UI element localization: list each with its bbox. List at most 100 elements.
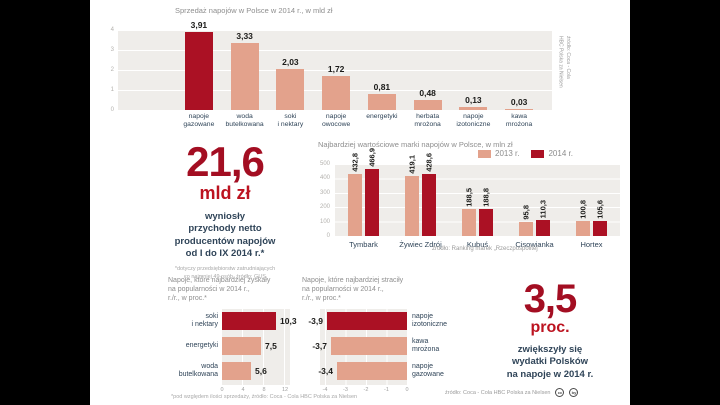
brand-bar-2014 [365, 169, 379, 236]
sales-chart-source-vertical: źródło: Coca - Cola HBC Polska za Nielse… [556, 36, 572, 128]
brand-group: 188,5 188,8 Kubuś [449, 164, 506, 249]
sales-bar [322, 76, 351, 110]
brand-name: Żywiec Zdrój [399, 240, 442, 249]
sales-bar-label-line: kawa [511, 113, 528, 120]
brand-bar-2014 [536, 220, 550, 236]
sales-bar-label: kawa mrożona [484, 113, 554, 129]
losses-category-line: kawa [412, 338, 429, 345]
gains-xtick: 4 [241, 387, 245, 393]
revenue-callout: 21,6 mld zł wyniosły przychody netto pro… [115, 141, 335, 281]
brands-groups: 432,8 466,9 Tymbark 419,1 428,6 Żywiec Zdrój 1… [335, 148, 620, 249]
losses-chart-plot [320, 309, 407, 385]
brand-bar-2013 [519, 222, 533, 236]
losses-category-line: mrożona [412, 346, 440, 354]
losses-category-line: gazowane [412, 371, 444, 379]
sales-bar [413, 100, 442, 110]
sales-bar-label-line: izotoniczne [456, 120, 491, 128]
sales-bar [184, 32, 213, 110]
sales-bar-label: soki i nektary [255, 113, 325, 129]
sales-bar-label-line: napoje [188, 113, 210, 120]
source-line: źródło: Coca - Cola [565, 36, 571, 79]
sales-bar-label-line: butelkowana [225, 120, 264, 128]
revenue-description: wyniosły przychody netto producentów nap… [115, 211, 335, 260]
brand-bar-value: 95,8 [521, 205, 531, 220]
revenue-line: wyniosły [204, 210, 246, 222]
losses-chart-title: Napoje, które najbardziej straciły na po… [302, 276, 403, 303]
gains-category: soki i nektary [90, 313, 218, 329]
sales-bar-value: 1,72 [327, 64, 345, 74]
sales-bar-label-line: mrożona [414, 120, 441, 128]
infographic-content: Sprzedaż napojów w Polsce w 2014 r., w m… [90, 0, 630, 405]
footer-source: źródło: Coca - Cola HBC Polska za Nielse… [445, 389, 551, 396]
sales-bar-label: energetyki [347, 113, 417, 121]
sales-bar-label-line: napoje [463, 113, 484, 120]
sales-bar-label-line: gazowane [183, 120, 215, 128]
brands-chart-plot: 432,8 466,9 Tymbark 419,1 428,6 Żywiec Zdrój 1… [335, 148, 620, 249]
losses-xtick: -1 [384, 387, 389, 393]
spend-callout: 3,5 proc. zwiększyły się wydatki Polsków… [470, 279, 630, 381]
sales-ytick: 3 [110, 47, 114, 53]
gains-category-line: soki [205, 313, 218, 320]
brand-bar-2014 [479, 209, 493, 236]
revenue-unit: mld zł [199, 182, 251, 203]
legend-swatch-2013-icon [478, 149, 491, 158]
brand-name: Cisowianka [515, 240, 554, 249]
sales-bar [459, 107, 488, 110]
losses-category: napoje izotoniczne [412, 313, 447, 329]
sales-bar-value: 3,33 [236, 31, 253, 41]
brand-bar-wrap: 432,8 [348, 153, 362, 236]
footnote-line: *dotyczy przedsiębiorstw zatrudniających [174, 266, 276, 273]
revenue-line: od I do IX 2014 r.* [185, 247, 265, 259]
legend-swatch-2014-icon [531, 149, 545, 158]
sales-bar-label: woda butelkowana [210, 113, 280, 129]
spend-line: zwiększyły się [517, 344, 583, 355]
sales-bar-value: 3,91 [190, 20, 208, 30]
sales-bar-label-line: energetyki [366, 113, 398, 120]
gains-title-line: r./r., w proc.* [168, 295, 207, 303]
sales-bar-group: 1,72 napoje owocowe [313, 30, 359, 128]
sales-bar-label: napoje izotoniczne [438, 113, 508, 129]
sales-bar-label-line: napoje [325, 113, 347, 120]
legend-item-2014: 2014 r. [531, 149, 573, 158]
right-black-bar [630, 0, 720, 405]
brand-bar-2013 [576, 221, 590, 236]
brand-bar-value: 432,8 [350, 153, 360, 172]
gains-title-line: na popularności w 2014 r., [168, 286, 250, 294]
losses-category-line: napoje [412, 313, 434, 320]
brand-bar-2013 [348, 174, 362, 236]
gains-category: woda butelkowana [90, 363, 218, 379]
brand-bar-wrap: 428,6 [422, 153, 436, 236]
brands-legend: 2013 r. 2014 r. [478, 149, 573, 158]
gains-footnote: *pod względem ilości sprzedaży, źródło: … [171, 394, 358, 400]
brand-bar-wrap: 95,8 [519, 164, 533, 236]
brand-bar-value: 419,1 [407, 155, 417, 174]
brand-bar-value: 105,6 [595, 200, 605, 219]
sales-ytick: 1 [110, 87, 114, 93]
sales-bar-label-line: mrożona [505, 120, 533, 128]
brand-group: 100,8 105,6 Hortex [563, 164, 620, 249]
sales-bar-label-line: woda [236, 113, 253, 120]
sales-bar-value: 0,13 [465, 95, 482, 105]
cc-license-icon: cc [555, 388, 565, 397]
gains-title-line: Napoje, które najbardziej zyskały [168, 277, 271, 284]
sales-bar-label-line: owocowe [321, 120, 351, 128]
left-black-bar [0, 0, 90, 405]
losses-category: napoje gazowane [412, 363, 444, 379]
gains-xtick: 12 [281, 387, 289, 393]
brand-bar-wrap: 419,1 [405, 155, 419, 236]
brand-bar-value: 110,3 [538, 199, 548, 218]
sales-bar-label: napoje owocowe [301, 113, 371, 129]
gains-category-line: woda [201, 363, 218, 370]
losses-category-line: izotoniczne [412, 321, 448, 329]
brand-bar-value: 428,6 [424, 153, 434, 172]
sales-bar-value: 0,48 [419, 88, 436, 98]
gains-category-line: energetyki [185, 342, 218, 349]
spend-description: zwiększyły się wydatki Polsków na napoje… [470, 344, 630, 381]
sales-bar [367, 94, 396, 110]
sales-bar-label-line: herbata [416, 113, 440, 120]
spend-unit: proc. [530, 319, 570, 336]
sales-bar-value: 0,03 [510, 97, 528, 107]
losses-title-line: na popularności w 2014 r., [302, 286, 384, 294]
cc-by-icon: by [569, 388, 579, 397]
